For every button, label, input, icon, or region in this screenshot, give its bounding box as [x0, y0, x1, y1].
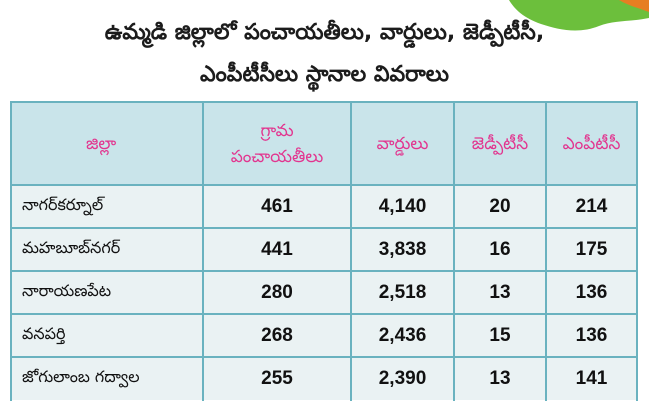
- map-graphic: [509, 0, 649, 31]
- header-zptc: జెడ్పీటీసీ: [453, 101, 547, 186]
- header-gp-line1: గ్రామ: [260, 120, 294, 141]
- cell-gp: 255: [202, 356, 352, 400]
- cell-wards: 4,140: [350, 184, 455, 229]
- cell-zptc: 20: [453, 184, 547, 229]
- page-title-line1: ఉమ్మడి జిల్లాలో పంచాయతీలు, వార్డులు, జెడ…: [104, 20, 545, 45]
- cell-zptc: 13: [453, 356, 547, 400]
- cell-wards: 2,518: [350, 270, 455, 315]
- cell-zptc: 16: [453, 227, 547, 272]
- header-district: జిల్లా: [10, 101, 204, 186]
- header-gp-line2: పంచాయతీలు: [230, 146, 324, 167]
- cell-zptc: 13: [453, 270, 547, 315]
- cell-wards: 3,838: [350, 227, 455, 272]
- header-mptc: ఎంపీటీసీ: [545, 101, 638, 186]
- header-wards: వార్డులు: [350, 101, 455, 186]
- cell-wards: 2,436: [350, 313, 455, 358]
- cell-gp: 280: [202, 270, 352, 315]
- table-header-row: జిల్లా గ్రామ పంచాయతీలు వార్డులు జెడ్పీటీ…: [10, 101, 638, 186]
- panchayat-table: జిల్లా గ్రామ పంచాయతీలు వార్డులు జెడ్పీటీ…: [10, 101, 638, 401]
- cell-mptc: 175: [545, 227, 638, 272]
- cell-district: నాగర్‌కర్నూల్: [10, 184, 204, 229]
- cell-gp: 268: [202, 313, 352, 358]
- table-row: నారాయణపేట 280 2,518 13 136: [10, 270, 638, 315]
- cell-zptc: 15: [453, 313, 547, 358]
- cell-district: మహబూబ్‌నగర్: [10, 227, 204, 272]
- cell-mptc: 141: [545, 356, 638, 400]
- cell-district: జోగులాంబ గద్వాల: [10, 356, 204, 400]
- cell-wards: 2,390: [350, 356, 455, 400]
- header-gram-panchayats: గ్రామ పంచాయతీలు: [202, 101, 352, 186]
- cell-gp: 441: [202, 227, 352, 272]
- cell-gp: 461: [202, 184, 352, 229]
- cell-mptc: 214: [545, 184, 638, 229]
- cell-district: వనపర్తి: [10, 313, 204, 358]
- cell-mptc: 136: [545, 313, 638, 358]
- table-row: వనపర్తి 268 2,436 15 136: [10, 313, 638, 358]
- page-title-line2: ఎంపీటీసీలు స్థానాల వివరాలు: [200, 62, 449, 87]
- table-row: జోగులాంబ గద్వాల 255 2,390 13 141: [10, 356, 638, 400]
- table-row: నాగర్‌కర్నూల్ 461 4,140 20 214: [10, 184, 638, 229]
- cell-mptc: 136: [545, 270, 638, 315]
- cell-district: నారాయణపేట: [10, 270, 204, 315]
- table-row: మహబూబ్‌నగర్ 441 3,838 16 175: [10, 227, 638, 272]
